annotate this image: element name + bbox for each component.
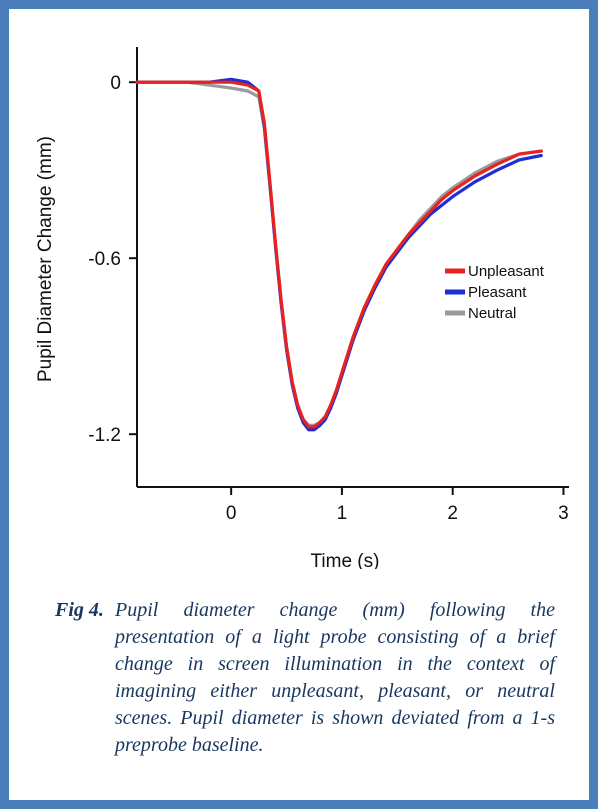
y-tick-label: -0.6 [88,249,121,270]
caption-text: Pupil diameter change (mm) following the… [115,599,555,756]
x-tick-label: 1 [337,503,348,524]
legend-label-neutral: Neutral [468,305,516,322]
figure-caption: Fig 4. Pupil diameter change (mm) follow… [55,597,555,759]
legend-label-unpleasant: Unpleasant [468,263,545,280]
x-tick-label: 2 [447,503,458,524]
y-axis-label: Pupil Diameter Change (mm) [35,136,56,382]
x-axis-label: Time (s) [311,551,380,569]
series-line-neutral [135,80,543,427]
series-line-unpleasant [135,80,543,429]
y-tick-label: -1.2 [88,425,121,446]
pupil-chart: 0-0.6-1.20 1 2 3 UnpleasantPleasantNeutral … [35,47,569,569]
figure-panel: 0 -0.6 -1.2 0 1 2 3 Unpleasant Pleasant Neutral … [9,9,589,800]
legend-label-pleasant: Pleasant [468,284,527,301]
y-tick-label: 0 [110,73,121,94]
figure-label: Fig 4. [55,599,104,621]
x-tick-label: 3 [558,503,569,524]
x-tick-label: 0 [226,503,237,524]
